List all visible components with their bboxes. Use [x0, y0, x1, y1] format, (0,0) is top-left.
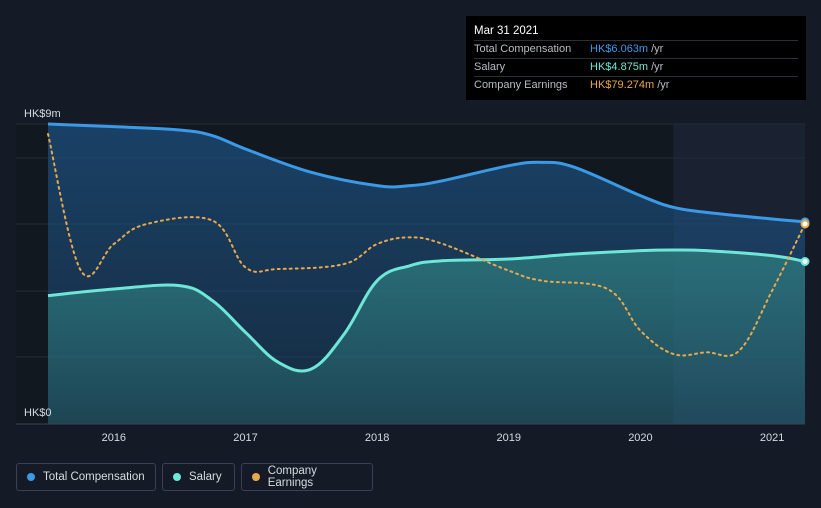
legend-item-company-earnings[interactable]: Company Earnings	[241, 463, 373, 491]
tooltip-label: Company Earnings	[474, 79, 568, 91]
legend-dot-icon	[173, 473, 181, 481]
y-axis-top-label: HK$9m	[24, 108, 61, 120]
tooltip-unit: /yr	[651, 43, 664, 55]
tooltip-row-total: Total Compensation HK$6.063m /yr	[474, 40, 798, 58]
tooltip: Mar 31 2021 Total Compensation HK$6.063m…	[466, 16, 806, 100]
x-tick-label: 2021	[760, 432, 784, 444]
legend-item-salary[interactable]: Salary	[162, 463, 235, 491]
salary-marker	[800, 257, 810, 266]
chart-legend: Total Compensation Salary Company Earnin…	[16, 463, 373, 491]
y-axis-bottom-label: HK$0	[24, 407, 52, 419]
x-tick-label: 2018	[365, 432, 389, 444]
tooltip-date: Mar 31 2021	[474, 25, 539, 37]
legend-label: Total Compensation	[43, 471, 145, 483]
x-tick-label: 2020	[628, 432, 652, 444]
salary-line	[47, 248, 806, 373]
legend-dot-icon	[252, 473, 260, 481]
company-earnings-marker	[800, 219, 810, 229]
tooltip-label: Salary	[474, 61, 506, 73]
x-tick-label: 2016	[102, 432, 126, 444]
company-earnings-line	[47, 133, 806, 357]
tooltip-unit: /yr	[657, 79, 670, 91]
x-tick-label: 2019	[497, 432, 521, 444]
tooltip-value: HK$4.875m	[590, 61, 649, 73]
tooltip-row-earnings: Company Earnings HK$79.274m /yr	[474, 76, 798, 94]
legend-item-total-compensation[interactable]: Total Compensation	[16, 463, 156, 491]
legend-label: Salary	[189, 471, 222, 483]
tooltip-label: Total Compensation	[474, 43, 572, 55]
tooltip-value: HK$6.063m	[590, 43, 649, 55]
total-compensation-line	[47, 122, 806, 224]
legend-label: Company Earnings	[267, 465, 317, 489]
tooltip-unit: /yr	[651, 61, 664, 73]
x-tick-label: 2017	[233, 432, 257, 444]
tooltip-row-salary: Salary HK$4.875m /yr	[474, 58, 798, 76]
legend-dot-icon	[27, 473, 35, 481]
tooltip-value: HK$79.274m	[590, 79, 655, 91]
